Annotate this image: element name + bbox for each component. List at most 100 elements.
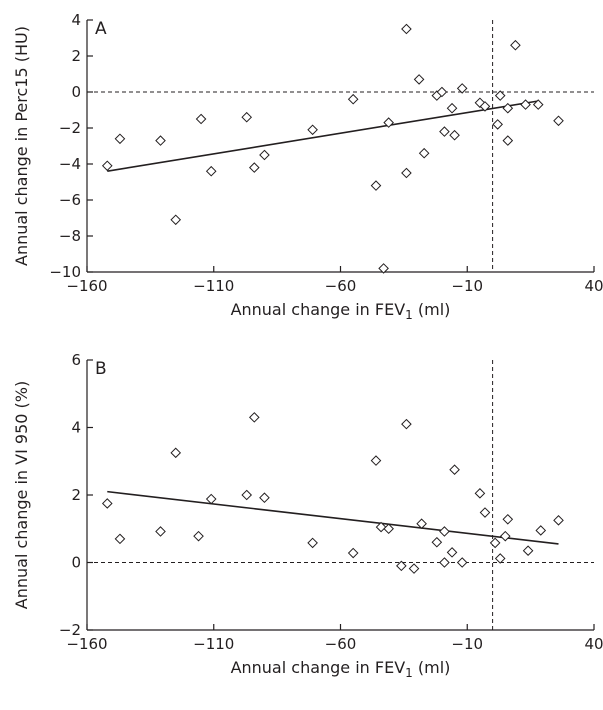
data-point [241,111,253,123]
regression-line [107,490,559,545]
x-axis-label-subscript: 1 [405,666,413,680]
y-tick-label: −6 [59,191,81,209]
data-point [439,557,450,568]
data-point [439,526,450,537]
data-point [370,455,382,466]
data-point [449,464,460,475]
data-point [553,515,564,526]
data-point [401,418,412,430]
data-point [502,513,514,525]
y-tick-label: −4 [59,155,81,173]
y-tick-label: 4 [71,11,81,29]
panel-label: B [95,359,107,379]
data-point [446,547,458,558]
data-point [522,545,534,556]
data-point [155,135,166,146]
data-point [114,533,126,545]
data-point [375,521,387,533]
y-tick-label: 2 [71,486,81,504]
y-axis-label: Annual change in VI 950 (%) [12,381,31,609]
data-point [553,115,564,127]
data-point [114,133,126,145]
y-axis-label: Annual change in Perc15 (HU) [12,26,31,266]
data-point [249,412,260,423]
x-tick-label: −110 [193,635,234,653]
x-tick-label: −160 [66,635,107,653]
data-point [418,147,430,159]
data-point [492,119,503,130]
data-point [347,93,359,105]
x-tick-label: −60 [325,635,357,653]
data-point [520,99,531,110]
data-point [494,90,506,101]
data-point [489,537,501,549]
y-tick-label: 0 [71,83,81,101]
data-point [502,135,514,146]
data-point [205,165,217,177]
panel-label: A [95,19,107,39]
y-tick-label: 6 [71,351,81,369]
x-tick-label: −10 [451,277,483,295]
regression-line [107,100,539,172]
data-point [479,101,491,112]
data-point [456,557,468,568]
data-point [259,149,270,161]
data-point [431,536,443,548]
data-point [101,160,113,172]
data-point [170,447,182,459]
data-point [499,530,511,542]
y-tick-label: 4 [71,419,81,437]
data-point [474,97,486,109]
data-point [449,129,460,141]
x-axis-label-main: Annual change in FEV [231,658,406,677]
y-tick-label: −8 [59,227,81,245]
data-point [383,523,394,535]
data-point [101,498,113,509]
x-tick-label: 40 [584,635,603,653]
data-point [494,553,506,564]
x-axis-label: Annual change in FEV1 (ml) [231,300,451,322]
x-tick-label: −160 [66,277,107,295]
data-point [502,102,514,114]
x-axis-label-subscript: 1 [405,308,413,322]
data-point [170,214,182,226]
data-point [479,507,491,518]
data-point [532,99,544,110]
x-tick-label: −110 [193,277,234,295]
chart-panel-b: −2 0 2 4 6 −160 −110 −60 −10 40 Annual change in F… [12,351,603,680]
data-point [535,525,547,536]
data-point [401,167,412,179]
data-point [307,124,318,136]
data-point [205,493,217,505]
chart-panel-a: −10 −8 −6 −4 −2 0 2 4 −160 −110 −60 −10 40 Annual cha… [12,11,603,322]
data-point [259,492,270,504]
x-axis-label-unit: (ml) [413,300,451,319]
data-point [307,537,318,549]
data-point [408,563,420,574]
data-point [195,113,207,125]
x-axis-label-main: Annual change in FEV [231,300,406,319]
y-tick-label: −10 [49,263,81,281]
data-point [439,126,450,137]
data-point [456,83,468,94]
x-axis-label-unit: (ml) [413,658,451,677]
x-axis-label: Annual change in FEV1 (ml) [231,658,451,680]
data-point [413,74,425,85]
data-point [383,117,394,128]
y-tick-label: 0 [71,554,81,572]
data-point [193,530,204,542]
data-point [401,23,412,35]
data-point [370,180,382,191]
data-point [474,488,486,499]
x-tick-label: −10 [451,635,483,653]
data-point [510,39,521,51]
x-tick-label: −60 [325,277,357,295]
y-tick-label: −2 [59,119,81,137]
y-tick-label: 2 [71,47,81,65]
data-point [241,489,253,501]
data-point [249,162,260,173]
x-tick-label: 40 [584,277,603,295]
data-point [378,263,389,274]
data-point [446,102,458,114]
data-point [416,518,427,529]
